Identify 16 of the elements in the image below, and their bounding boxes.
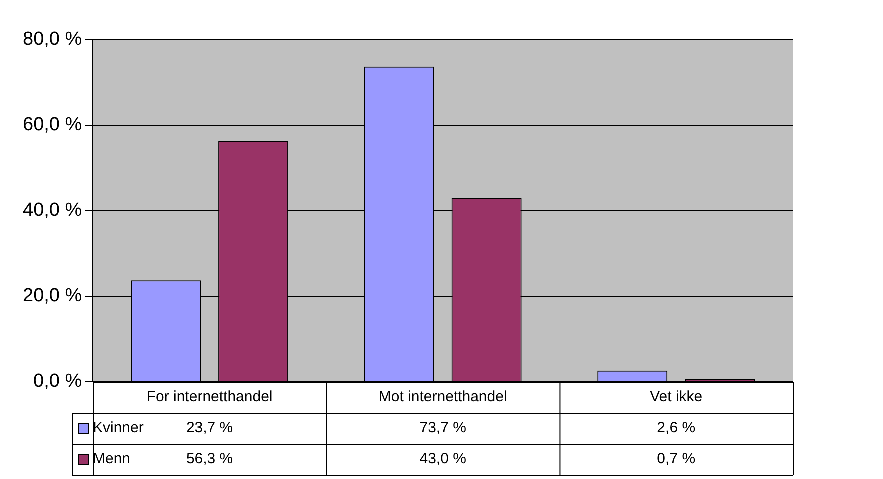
- legend-label: Kvinner: [93, 420, 144, 437]
- x-tick-label: Mot internetthandel: [378, 388, 508, 406]
- y-tick-label: 20,0 %: [22, 286, 82, 307]
- data-label: 56,3 %: [186, 450, 234, 468]
- data-label: 0,7 %: [657, 450, 696, 468]
- y-tick-label: 60,0 %: [22, 114, 82, 136]
- data-label: 2,6 %: [657, 420, 696, 437]
- x-tick-label: For internetthandel: [146, 388, 273, 406]
- data-label: 43,0 %: [420, 450, 466, 468]
- y-tick-label: 80,0 %: [22, 29, 82, 50]
- data-label: 73,7 %: [420, 420, 466, 437]
- legend-label: Menn: [93, 450, 131, 468]
- y-tick-label: 0,0 %: [34, 371, 82, 392]
- y-tick-label: 40,0 %: [22, 200, 82, 222]
- data-label: 23,7 %: [186, 420, 234, 437]
- x-tick-label: Vet ikke: [650, 388, 703, 406]
